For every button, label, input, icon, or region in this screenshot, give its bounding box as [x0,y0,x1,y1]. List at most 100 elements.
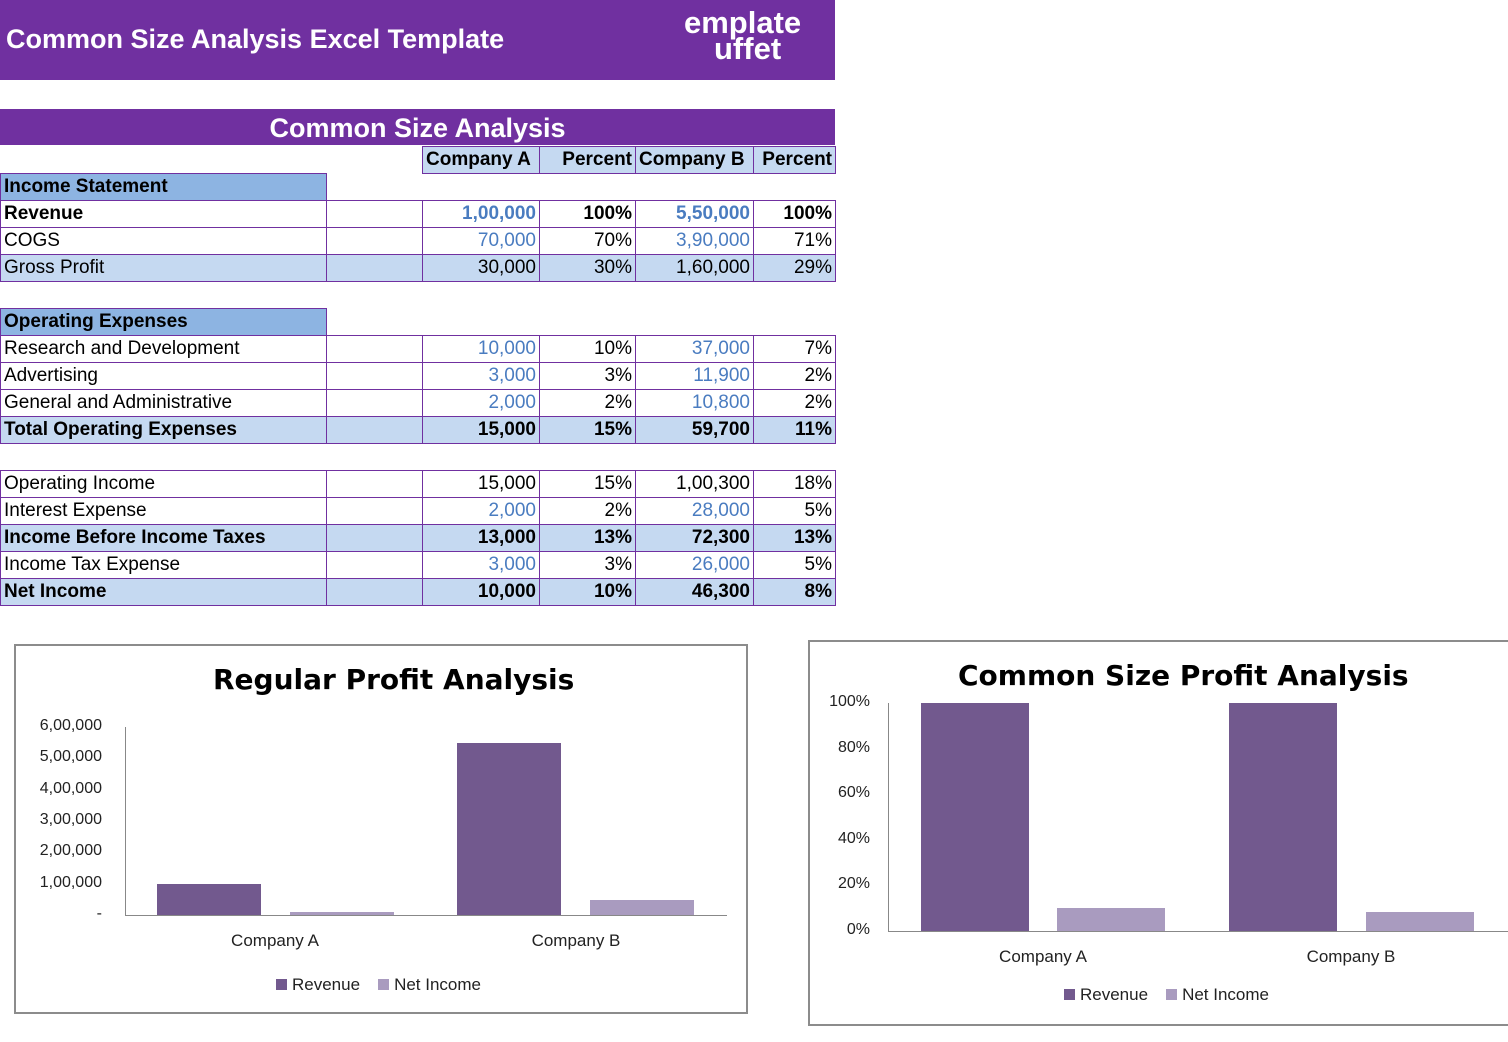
bar-revenue[interactable] [921,703,1029,931]
y-tick-label: 4,00,000 [39,779,102,797]
company-b-value[interactable]: 46,300 [635,578,754,606]
company-a-value[interactable]: 15,000 [422,416,540,444]
col-percent-a: Percent [539,146,636,174]
company-a-value[interactable]: 3,000 [422,362,540,390]
legend-swatch [1064,989,1075,1000]
section-header-row: Income Statement [0,173,836,201]
chart-legend: Revenue Net Income [276,975,499,995]
company-b-value[interactable]: 59,700 [635,416,754,444]
bar-revenue[interactable] [1229,703,1337,931]
col-company-b: Company B [635,146,754,174]
x-axis-line [125,915,727,916]
company-b-percent: 11% [753,416,836,444]
bar-revenue[interactable] [157,883,261,915]
legend-item[interactable]: Net Income [1166,985,1269,1004]
chart-title: Regular Profit Analysis [213,663,575,696]
bar-net-income[interactable] [590,900,694,915]
company-b-value[interactable]: 28,000 [635,497,754,525]
company-a-percent: 15% [539,416,636,444]
x-category-label: Company A [231,931,319,950]
legend-item[interactable]: Revenue [276,975,360,994]
company-a-value[interactable]: 1,00,000 [422,200,540,228]
company-b-percent: 2% [753,362,836,390]
bar-revenue[interactable] [457,742,561,915]
bar-net-income[interactable] [290,911,394,915]
legend-swatch [378,979,390,990]
table-row: Operating Income 15,000 15% 1,00,300 18% [0,470,836,498]
table-row: Income Tax Expense 3,000 3% 26,000 5% [0,551,836,579]
x-axis-line [888,931,1508,932]
company-b-percent: 100% [753,200,836,228]
company-a-percent: 2% [539,389,636,417]
y-tick-label: 20% [837,875,870,893]
company-b-value[interactable]: 1,60,000 [635,254,754,282]
x-category-label: Company B [531,931,621,950]
spacer-row [1,282,836,309]
section-title: Common Size Analysis [0,109,835,145]
company-b-percent: 5% [753,551,836,579]
x-category-label: Company B [1306,947,1396,966]
row-label: Research and Development [0,335,327,363]
company-a-value[interactable]: 10,000 [422,335,540,363]
table-row: COGS 70,000 70% 3,90,000 71% [0,227,836,255]
y-axis-line [125,727,126,915]
company-a-value[interactable]: 2,000 [422,497,540,525]
chart-0-frame[interactable] [14,644,748,1014]
company-a-percent: 10% [539,578,636,606]
row-label: Total Operating Expenses [0,416,327,444]
bar-net-income[interactable] [1057,908,1165,931]
logo-line-2: uffet [714,31,782,66]
table-row: Advertising 3,000 3% 11,900 2% [0,362,836,390]
company-a-value[interactable]: 15,000 [422,470,540,498]
table-row: General and Administrative 2,000 2% 10,8… [0,389,836,417]
section-header: Income Statement [0,173,327,201]
table-row: Interest Expense 2,000 2% 28,000 5% [0,497,836,525]
company-b-value[interactable]: 37,000 [635,335,754,363]
company-a-value[interactable]: 13,000 [422,524,540,552]
company-a-percent: 13% [539,524,636,552]
column-header-row: Company A Percent Company B Percent [1,146,836,174]
company-a-value[interactable]: 30,000 [422,254,540,282]
company-b-value[interactable]: 5,50,000 [635,200,754,228]
company-b-value[interactable]: 10,800 [635,389,754,417]
y-tick-label: 6,00,000 [39,717,102,734]
company-a-value[interactable]: 3,000 [422,551,540,579]
company-b-percent: 5% [753,497,836,525]
company-b-value[interactable]: 26,000 [635,551,754,579]
company-b-value[interactable]: 1,00,300 [635,470,754,498]
legend-item[interactable]: Revenue [1064,985,1148,1004]
table-row: Gross Profit 30,000 30% 1,60,000 29% [0,254,836,282]
company-a-value[interactable]: 10,000 [422,578,540,606]
spacer-row [1,444,836,471]
header-banner [0,0,835,80]
chart-1-frame[interactable] [808,640,1508,1026]
row-label: Revenue [0,200,327,228]
company-b-value[interactable]: 72,300 [635,524,754,552]
company-b-value[interactable]: 11,900 [635,362,754,390]
y-tick-label: 40% [837,829,870,847]
company-a-percent: 10% [539,335,636,363]
y-axis-line [888,703,889,931]
company-a-value[interactable]: 2,000 [422,389,540,417]
company-b-percent: 8% [753,578,836,606]
row-label: Advertising [0,362,327,390]
bar-net-income[interactable] [1366,911,1474,931]
row-label: Interest Expense [0,497,327,525]
table-row: Net Income 10,000 10% 46,300 8% [0,578,836,606]
legend-label: Net Income [1182,985,1269,1004]
legend-label: Net Income [394,975,481,994]
legend-swatch [1166,989,1178,1000]
company-b-value[interactable]: 3,90,000 [635,227,754,255]
row-label: COGS [0,227,327,255]
company-a-value[interactable]: 70,000 [422,227,540,255]
company-a-percent: 2% [539,497,636,525]
row-label: General and Administrative [0,389,327,417]
company-b-percent: 13% [753,524,836,552]
y-tick-label: 1,00,000 [39,873,102,891]
company-b-percent: 29% [753,254,836,282]
legend-item[interactable]: Net Income [378,975,481,994]
y-tick-label: 80% [837,738,870,756]
logo-line-1: emplate [684,5,802,40]
table-row: Income Before Income Taxes 13,000 13% 72… [0,524,836,552]
y-tick-label: 100% [829,693,870,710]
